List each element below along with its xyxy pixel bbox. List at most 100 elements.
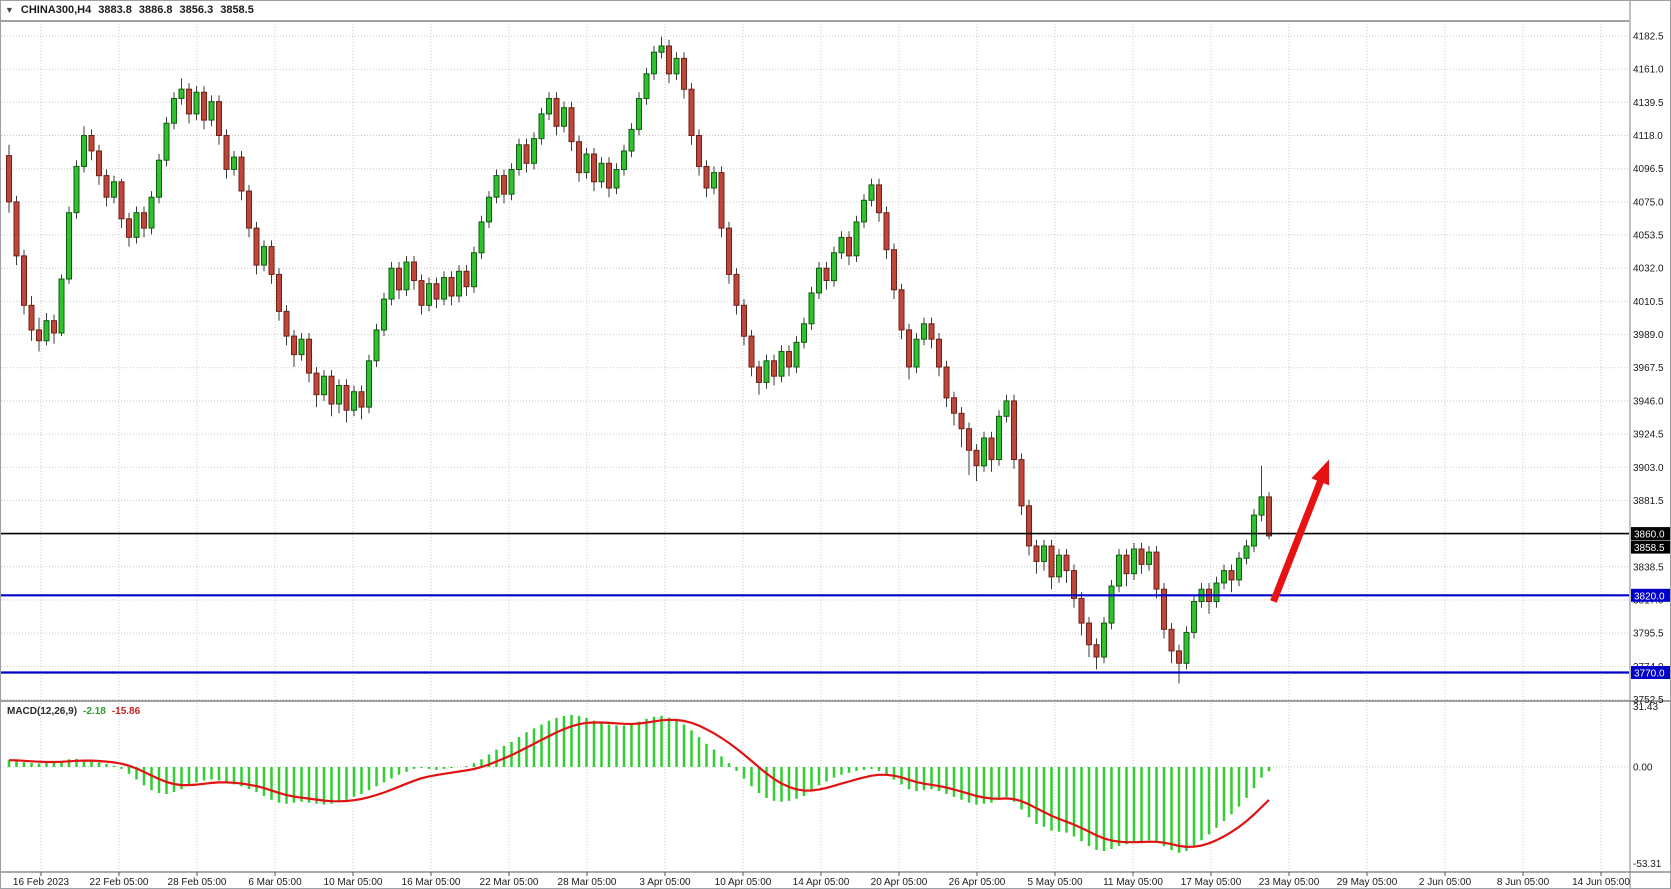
candle — [1116, 554, 1122, 587]
candle — [786, 351, 792, 368]
candle — [1041, 545, 1047, 562]
candle — [291, 335, 297, 356]
candle — [141, 212, 147, 229]
time-axis-label: 5 May 05:00 — [1027, 877, 1082, 888]
candle — [756, 366, 762, 383]
candle — [1191, 601, 1197, 633]
candle — [921, 323, 927, 340]
price-axis-label: 4010.5 — [1633, 297, 1664, 308]
candle — [1243, 545, 1250, 559]
candle — [478, 221, 485, 254]
time-axis-label: 8 Jun 05:00 — [1497, 877, 1550, 888]
candle — [883, 212, 890, 251]
time-axis-label: 29 May 05:00 — [1337, 877, 1398, 888]
candle — [1056, 554, 1062, 578]
candle — [358, 391, 365, 408]
candle — [1003, 400, 1010, 417]
candle — [366, 360, 372, 408]
candle — [598, 162, 605, 183]
candle — [1086, 622, 1092, 646]
candle — [388, 267, 395, 300]
candle — [996, 415, 1002, 460]
trend-arrow-head[interactable] — [1311, 459, 1330, 486]
candle — [913, 338, 920, 368]
candle — [861, 199, 867, 223]
candle — [831, 252, 837, 282]
price-axis-label: 4161.0 — [1633, 65, 1664, 76]
candle — [223, 135, 230, 170]
candle — [246, 190, 252, 229]
price-flag-3858.5: 3858.5 — [1631, 540, 1670, 554]
price-axis-label: 3795.5 — [1633, 629, 1664, 640]
candle — [973, 449, 980, 467]
time-axis-label: 11 May 05:00 — [1103, 877, 1163, 888]
candle — [1168, 628, 1175, 652]
candle — [81, 135, 87, 167]
macd-axis-label: 31.43 — [1633, 702, 1658, 713]
candle — [628, 128, 635, 152]
candle — [741, 304, 747, 337]
price-axis-label: 4139.5 — [1633, 98, 1664, 109]
candle — [718, 172, 725, 229]
candle — [133, 212, 140, 238]
candle — [561, 107, 567, 127]
candle — [673, 57, 680, 75]
candle — [816, 267, 822, 294]
price-flag-3860.0: 3860.0 — [1631, 527, 1670, 541]
candle — [178, 88, 185, 99]
candle — [1213, 582, 1220, 602]
candle — [1153, 551, 1160, 590]
candle — [441, 277, 447, 300]
candle — [1026, 505, 1032, 547]
candle — [1228, 570, 1235, 581]
candle — [1176, 650, 1182, 664]
candle — [403, 261, 410, 291]
candle — [66, 212, 72, 280]
time-axis-label: 28 Feb 05:00 — [168, 877, 227, 888]
candle — [553, 98, 560, 127]
price-axis-label: 4075.0 — [1633, 197, 1664, 208]
candle — [43, 320, 50, 342]
candle — [981, 437, 987, 467]
candle — [193, 91, 200, 115]
candle — [726, 227, 732, 275]
candle — [298, 338, 305, 356]
candle — [73, 165, 80, 214]
candle — [606, 162, 612, 189]
candle — [778, 351, 785, 377]
candle — [808, 292, 815, 325]
candle — [501, 175, 507, 195]
candle — [148, 196, 155, 229]
candle — [1251, 514, 1257, 547]
price-axis-label: 4118.0 — [1633, 131, 1663, 142]
candle — [621, 150, 627, 170]
candle — [6, 155, 12, 203]
candle — [523, 144, 530, 164]
candle — [688, 88, 695, 136]
candle — [28, 304, 35, 331]
candle — [966, 428, 972, 451]
price-axis-label: 3752.5 — [1633, 695, 1664, 706]
candle — [96, 150, 102, 177]
price-axis-label: 3989.0 — [1633, 330, 1664, 341]
candle — [838, 236, 845, 254]
candle — [58, 278, 65, 334]
candle — [1266, 496, 1272, 537]
candle — [733, 273, 740, 306]
candle — [381, 298, 387, 331]
price-axis-label: 3881.5 — [1633, 496, 1664, 507]
candle — [876, 184, 882, 214]
macd-axis-label: -53.31 — [1633, 859, 1662, 870]
candle — [463, 270, 470, 288]
one-click-trading-icon[interactable]: ▼ — [5, 5, 14, 15]
candle — [231, 156, 237, 170]
candle — [1131, 548, 1137, 575]
trend-arrow-shaft[interactable] — [1270, 476, 1325, 603]
candle — [238, 156, 245, 192]
candle — [426, 283, 432, 306]
price-axis-label: 3903.0 — [1633, 463, 1664, 474]
candle — [711, 172, 717, 189]
candle — [823, 267, 830, 282]
candle — [283, 310, 290, 337]
